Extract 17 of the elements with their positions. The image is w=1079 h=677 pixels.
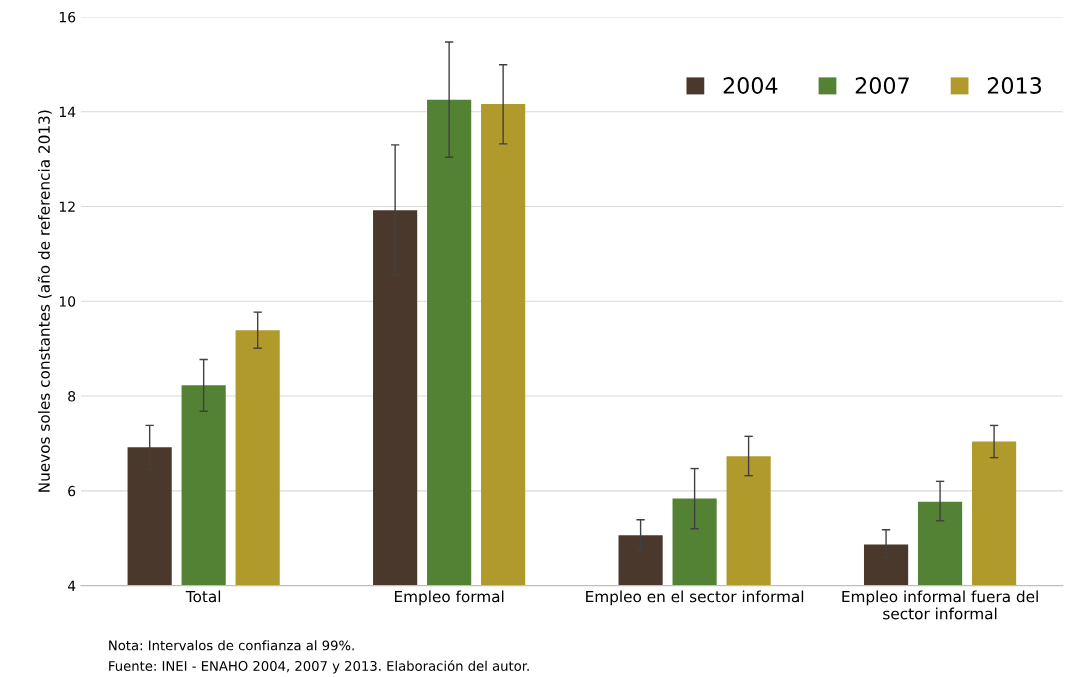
y-tick-label: 4: [67, 580, 76, 591]
y-tick-label: 8: [68, 391, 76, 402]
source-note: Fuente: INEI - ENAHO 2004, 2007 y 2013. Elaboración del autor.: [109, 660, 529, 674]
y-tick-label: 12: [59, 201, 75, 212]
text: Nota: Intervalos de confianza al 99%.: [109, 640, 354, 651]
y-tick-label: 6: [68, 485, 76, 497]
y-tick-label: 14: [59, 106, 76, 117]
x-tick-label: Total: [185, 590, 221, 603]
legend-label: 2004: [723, 77, 778, 94]
legend-label: 2007: [855, 77, 909, 94]
y-axis-title: Nuevos soles constantes (año de referencia 2013): [37, 110, 52, 492]
x-tick-label: Empleo formal: [394, 590, 504, 606]
legend-label: 2013: [987, 77, 1042, 94]
y-tick-label: 10: [59, 296, 76, 307]
y-tick-label: 16: [59, 11, 76, 23]
x-tick-label: Empleo en el sector informal: [586, 590, 804, 606]
x-tick-label: Empleo informal fuera del sector informal: [842, 590, 1038, 620]
